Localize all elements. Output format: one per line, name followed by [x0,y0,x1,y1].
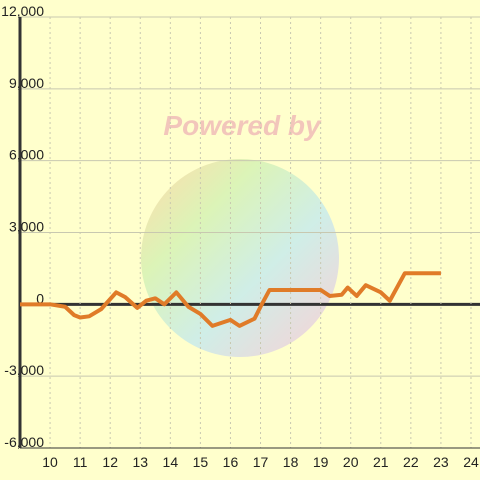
y-tick-label: -6,000 [4,434,44,450]
x-tick-label: 12 [102,454,118,470]
y-tick-label: 12,000 [1,3,44,19]
x-tick-label: 13 [132,454,148,470]
x-tick-label: 18 [283,454,299,470]
y-tick-label: 9,000 [9,75,44,91]
watermark-text: Powered by [163,110,322,141]
x-tick-label: 17 [253,454,269,470]
y-tick-label: 6,000 [9,147,44,163]
x-tick-label: 21 [373,454,389,470]
y-tick-label: -3,000 [4,362,44,378]
x-tick-label: 24 [463,454,479,470]
x-tick-label: 22 [403,454,419,470]
x-tick-label: 16 [223,454,239,470]
data-line [20,271,441,328]
x-tick-label: 19 [313,454,329,470]
x-tick-label: 11 [73,454,88,470]
x-tick-label: 20 [343,454,359,470]
y-tick-label: 0 [36,290,44,306]
y-tick-label: 3,000 [9,219,44,235]
x-tick-label: 10 [42,454,58,470]
x-tick-label: 14 [163,454,179,470]
x-tick-label: 15 [193,454,209,470]
x-tick-label: 23 [433,454,449,470]
